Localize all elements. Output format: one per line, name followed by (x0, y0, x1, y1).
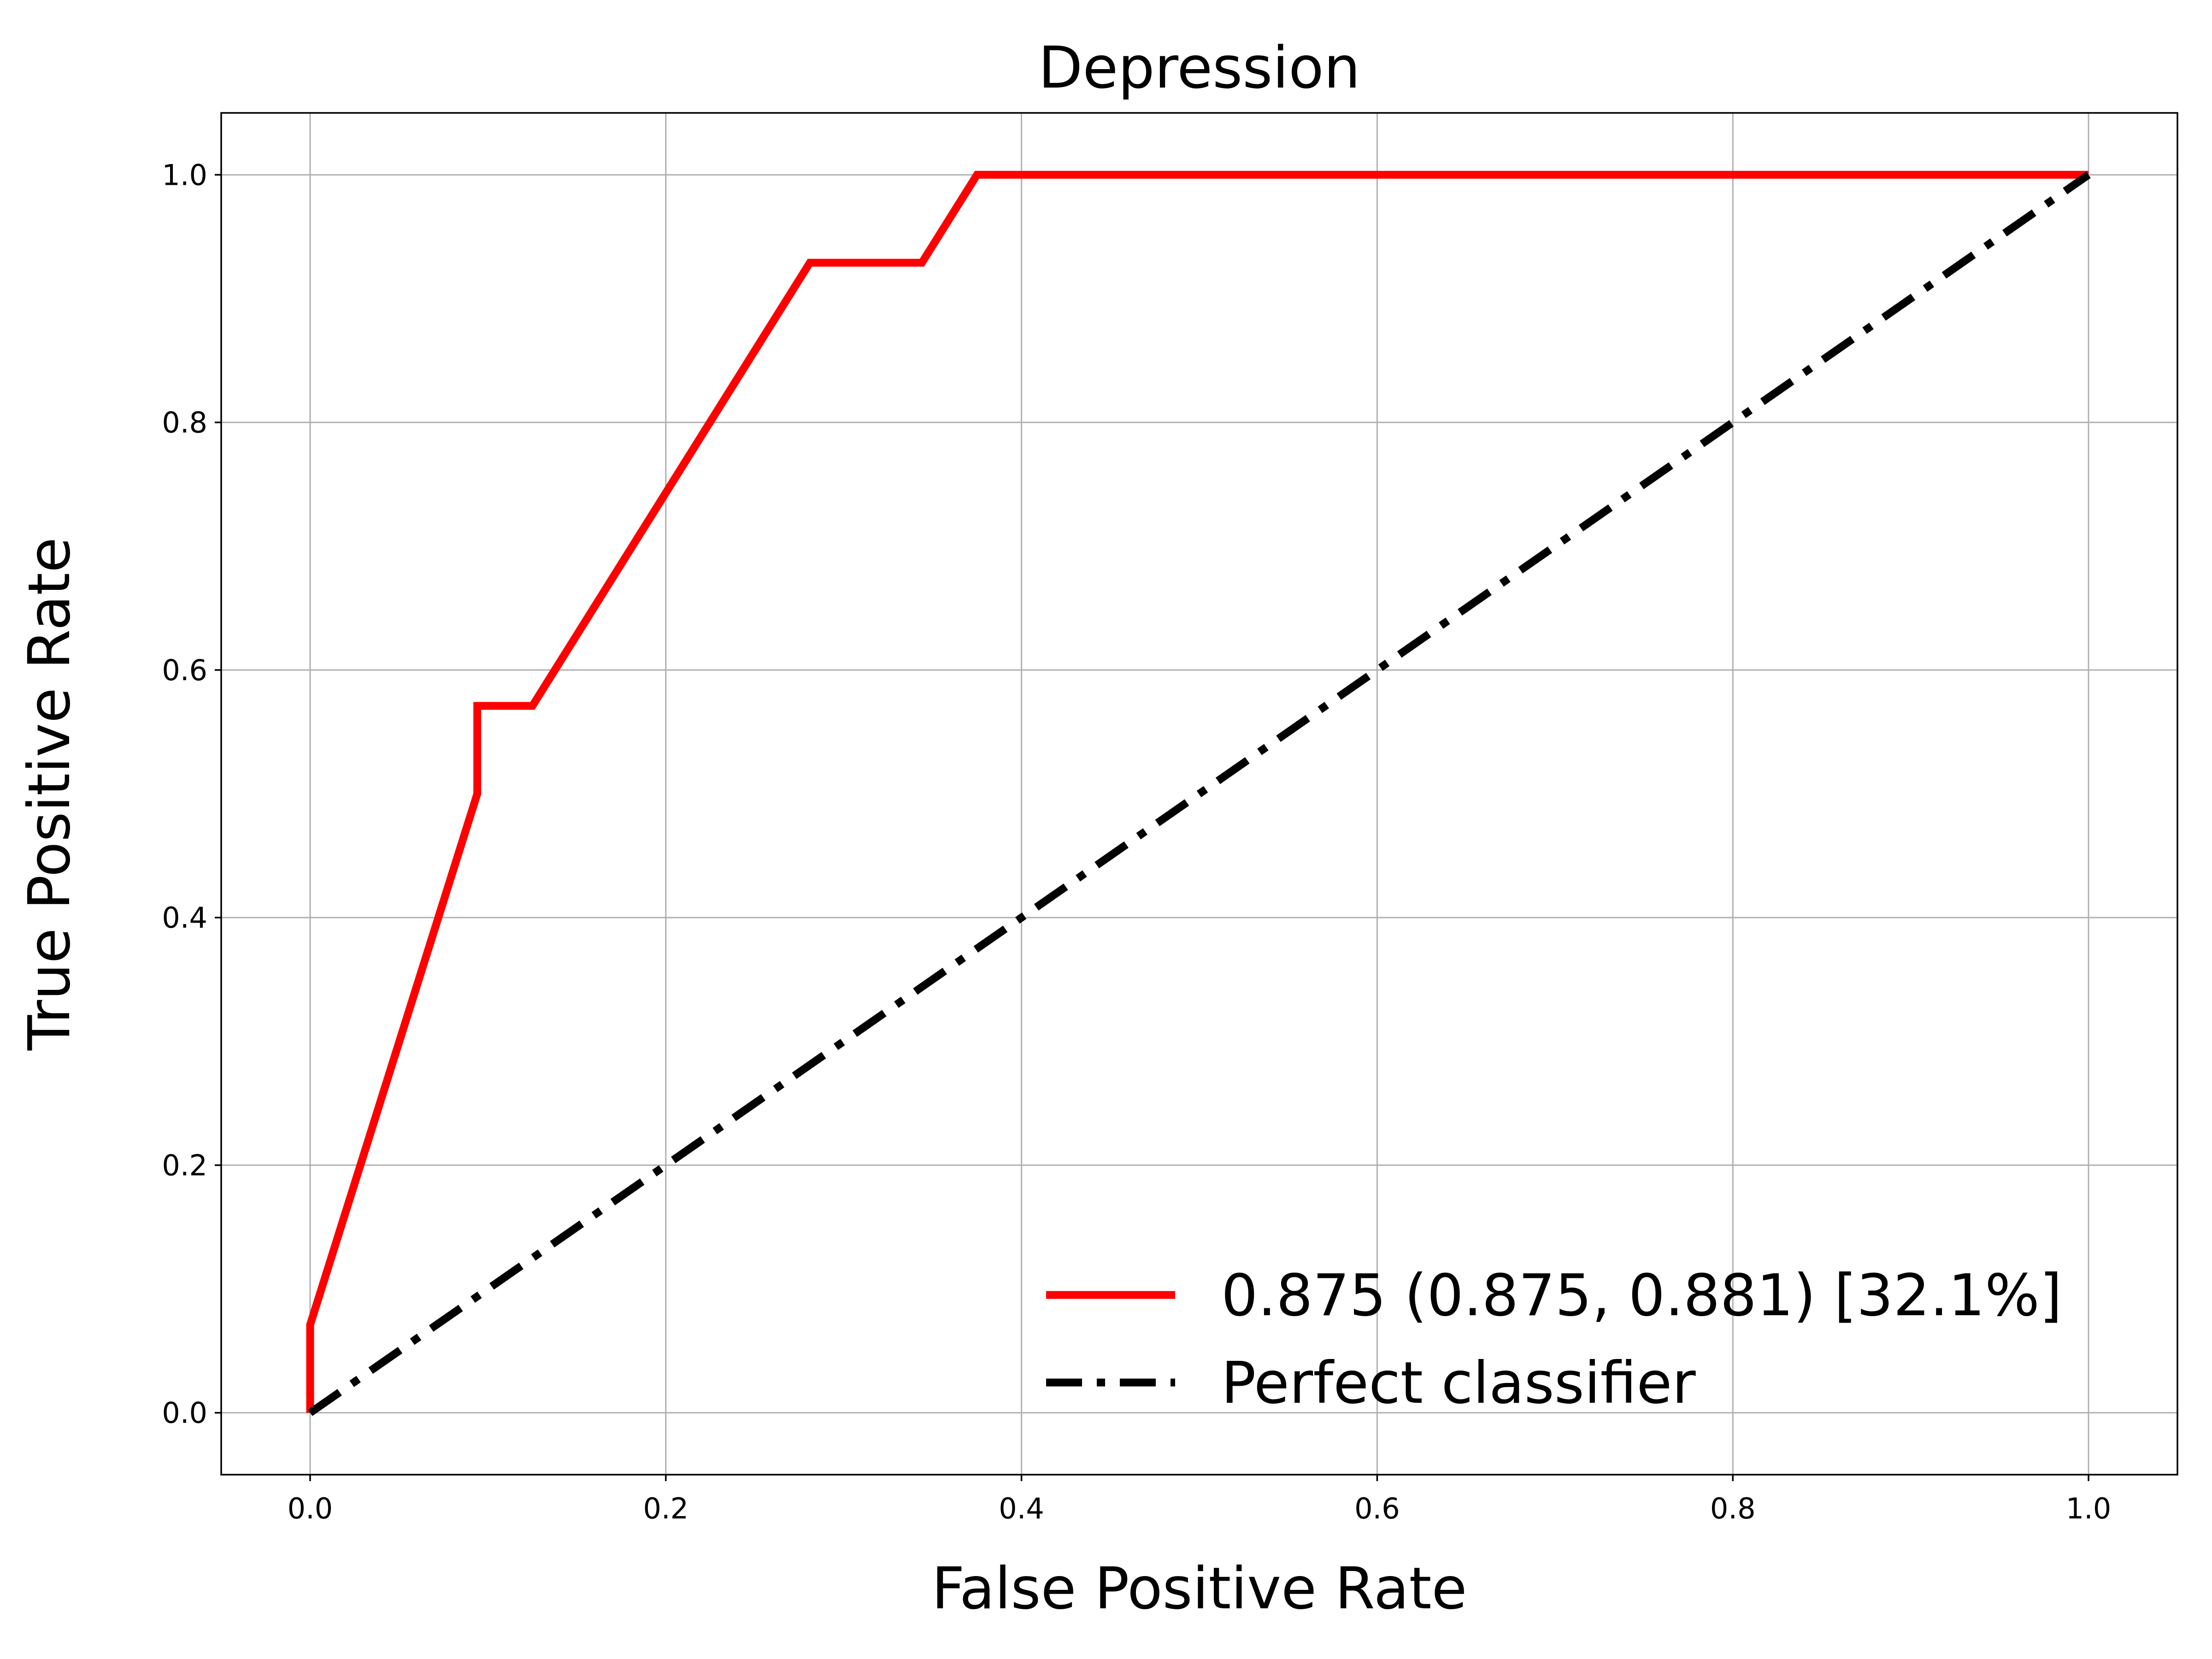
y-tick-label: 0.6 (162, 653, 207, 687)
perfect-classifier-line (308, 171, 2091, 1416)
x-tick-label: 0.4 (999, 1492, 1044, 1525)
y-tick-label: 0.2 (162, 1148, 207, 1182)
legend-label-roc: 0.875 (0.875, 0.881) [32.1%] (1221, 1262, 2062, 1329)
x-tick-label: 0.0 (288, 1492, 333, 1525)
y-tick-label: 1.0 (162, 158, 207, 192)
x-tick-label: 0.8 (1710, 1492, 1756, 1525)
y-tick-label: 0.4 (162, 901, 207, 935)
x-axis-label: False Positive Rate (932, 1555, 1467, 1622)
chart-title: Depression (1038, 35, 1360, 101)
plot-frame (220, 112, 2178, 1476)
axis-ticks: 0.0 0.2 0.4 0.6 0.8 1.0 0.0 0.2 0.4 0.6 0.8 1.0 (162, 158, 2111, 1525)
x-tick-label: 0.2 (643, 1492, 688, 1525)
grid (221, 113, 2177, 1475)
legend: 0.875 (0.875, 0.881) [32.1%] Perfect cla… (1046, 1262, 2062, 1417)
y-tick-label: 0.8 (162, 406, 207, 440)
y-axis-label: True Positive Rate (16, 537, 83, 1051)
series-layer (306, 171, 2091, 1416)
x-tick-label: 1.0 (2066, 1492, 2112, 1525)
legend-label-perfect-classifier: Perfect classifier (1221, 1350, 1696, 1417)
roc-curve-line (306, 171, 2088, 1413)
y-tick-label: 0.0 (162, 1396, 207, 1430)
x-tick-label: 0.6 (1354, 1492, 1400, 1525)
